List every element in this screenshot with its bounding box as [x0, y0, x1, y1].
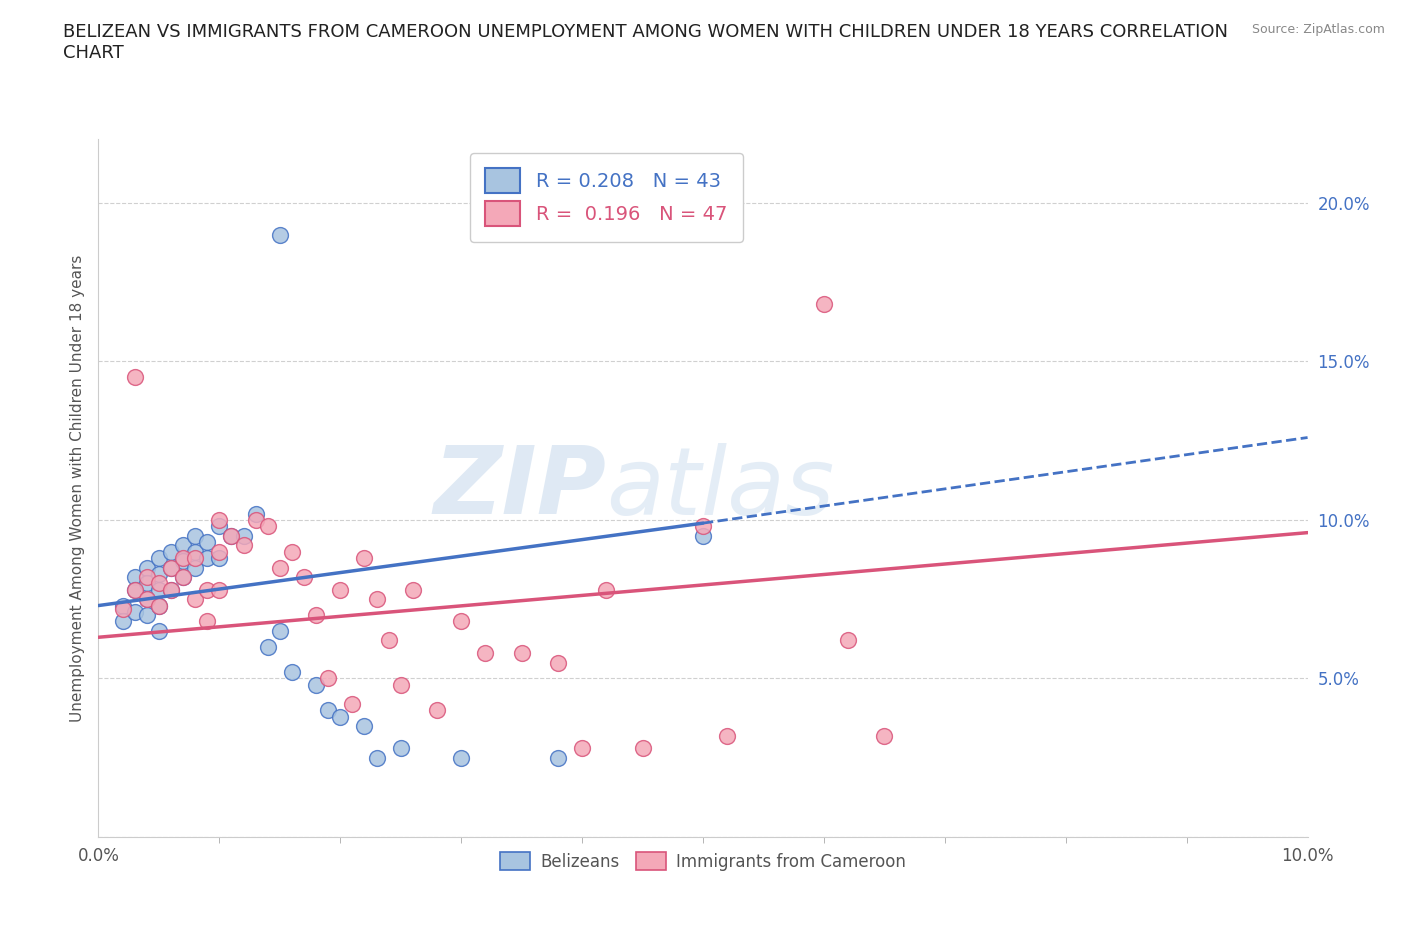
Point — [148, 566, 170, 581]
Point — [305, 677, 328, 692]
Point — [571, 741, 593, 756]
Point — [172, 538, 194, 552]
Point — [111, 602, 134, 617]
Point — [184, 528, 207, 543]
Point — [208, 551, 231, 565]
Point — [208, 512, 231, 527]
Point — [184, 544, 207, 559]
Point — [256, 639, 278, 654]
Point — [389, 741, 412, 756]
Point — [184, 551, 207, 565]
Point — [232, 538, 254, 552]
Point — [716, 728, 738, 743]
Point — [269, 623, 291, 638]
Point — [232, 528, 254, 543]
Point — [342, 697, 364, 711]
Point — [160, 582, 183, 597]
Point — [124, 370, 146, 385]
Point — [245, 512, 267, 527]
Point — [426, 703, 449, 718]
Point — [148, 598, 170, 613]
Point — [316, 703, 339, 718]
Point — [305, 607, 328, 622]
Point — [148, 551, 170, 565]
Point — [195, 582, 218, 597]
Point — [547, 655, 569, 670]
Point — [135, 591, 157, 606]
Point — [329, 582, 352, 597]
Point — [281, 665, 304, 680]
Point — [353, 551, 375, 565]
Point — [692, 519, 714, 534]
Point — [402, 582, 425, 597]
Point — [195, 614, 218, 629]
Point — [184, 560, 207, 575]
Point — [366, 591, 388, 606]
Point — [329, 709, 352, 724]
Point — [160, 560, 183, 575]
Point — [172, 569, 194, 584]
Point — [595, 582, 617, 597]
Point — [111, 598, 134, 613]
Point — [148, 582, 170, 597]
Point — [450, 751, 472, 765]
Point — [631, 741, 654, 756]
Point — [377, 633, 399, 648]
Point — [160, 582, 183, 597]
Point — [256, 519, 278, 534]
Point — [124, 582, 146, 597]
Point — [474, 645, 496, 660]
Point — [195, 551, 218, 565]
Text: ZIP: ZIP — [433, 443, 606, 534]
Point — [292, 569, 315, 584]
Point — [172, 569, 194, 584]
Point — [389, 677, 412, 692]
Point — [813, 297, 835, 312]
Point — [692, 528, 714, 543]
Point — [873, 728, 896, 743]
Text: atlas: atlas — [606, 443, 835, 534]
Text: BELIZEAN VS IMMIGRANTS FROM CAMEROON UNEMPLOYMENT AMONG WOMEN WITH CHILDREN UNDE: BELIZEAN VS IMMIGRANTS FROM CAMEROON UNE… — [63, 23, 1229, 62]
Point — [124, 604, 146, 619]
Point — [208, 519, 231, 534]
Point — [184, 591, 207, 606]
Point — [148, 623, 170, 638]
Point — [245, 506, 267, 521]
Legend: Belizeans, Immigrants from Cameroon: Belizeans, Immigrants from Cameroon — [494, 845, 912, 878]
Point — [316, 671, 339, 686]
Text: Source: ZipAtlas.com: Source: ZipAtlas.com — [1251, 23, 1385, 36]
Point — [366, 751, 388, 765]
Point — [111, 614, 134, 629]
Point — [208, 582, 231, 597]
Point — [221, 528, 243, 543]
Point — [135, 569, 157, 584]
Point — [172, 553, 194, 568]
Point — [837, 633, 859, 648]
Point — [281, 544, 304, 559]
Point — [195, 535, 218, 550]
Point — [135, 576, 157, 591]
Point — [124, 582, 146, 597]
Point — [135, 591, 157, 606]
Point — [124, 569, 146, 584]
Point — [269, 560, 291, 575]
Point — [148, 598, 170, 613]
Point — [135, 560, 157, 575]
Point — [135, 607, 157, 622]
Point — [148, 576, 170, 591]
Point — [221, 528, 243, 543]
Point — [450, 614, 472, 629]
Point — [269, 227, 291, 242]
Point — [160, 560, 183, 575]
Point — [172, 551, 194, 565]
Point — [510, 645, 533, 660]
Point — [353, 719, 375, 734]
Point — [208, 544, 231, 559]
Y-axis label: Unemployment Among Women with Children Under 18 years: Unemployment Among Women with Children U… — [69, 255, 84, 722]
Point — [547, 751, 569, 765]
Point — [160, 544, 183, 559]
